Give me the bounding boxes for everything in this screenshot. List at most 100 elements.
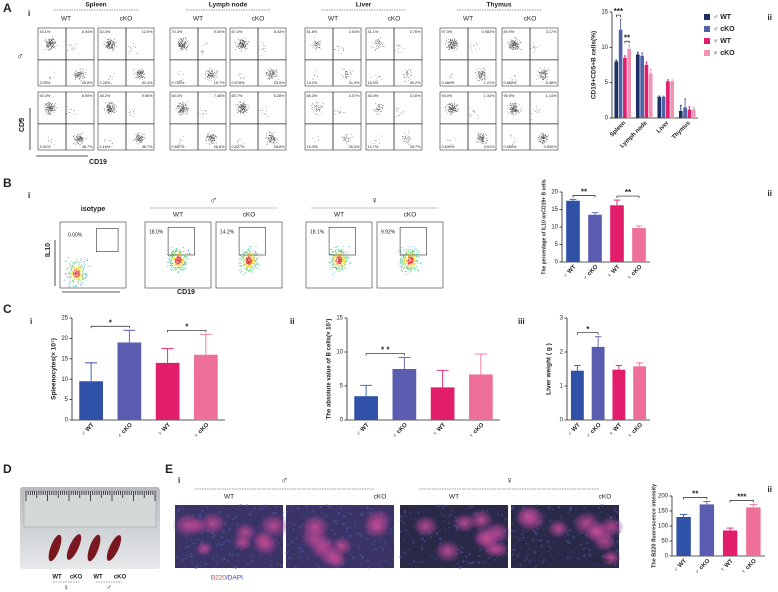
event-dot bbox=[186, 109, 188, 110]
event-dot bbox=[246, 268, 248, 270]
event-dot bbox=[183, 102, 185, 103]
event-dot bbox=[177, 257, 179, 259]
event-dot bbox=[477, 80, 479, 82]
event-dot bbox=[241, 44, 242, 46]
event-dot bbox=[78, 266, 80, 268]
event-dot bbox=[333, 259, 335, 261]
event-dot bbox=[273, 73, 275, 75]
event-dot bbox=[544, 134, 546, 136]
event-dot bbox=[70, 272, 71, 274]
event-dot bbox=[79, 76, 81, 78]
event-dot bbox=[85, 74, 87, 75]
quadrant-pct: 48.2% bbox=[100, 94, 111, 98]
event-dot bbox=[78, 262, 80, 264]
event-dot bbox=[416, 249, 418, 251]
event-dot bbox=[68, 267, 70, 268]
event-dot bbox=[46, 107, 48, 108]
event-dot bbox=[182, 109, 184, 110]
event-dot bbox=[245, 41, 247, 43]
plot-title: isotype bbox=[81, 206, 106, 213]
event-dot bbox=[454, 39, 455, 40]
event-dot bbox=[481, 140, 483, 142]
event-dot bbox=[518, 110, 519, 112]
event-dot bbox=[544, 69, 545, 71]
event-dot bbox=[268, 131, 270, 133]
event-dot bbox=[535, 111, 537, 112]
event-dot bbox=[185, 267, 187, 269]
event-dot bbox=[79, 274, 81, 276]
event-dot bbox=[141, 73, 142, 74]
event-dot bbox=[71, 268, 72, 270]
event-dot bbox=[50, 104, 52, 106]
event-dot bbox=[515, 140, 517, 142]
event-dot bbox=[510, 113, 512, 115]
event-dot bbox=[480, 71, 481, 73]
event-dot bbox=[544, 140, 546, 142]
event-dot bbox=[336, 263, 338, 265]
event-dot bbox=[457, 41, 458, 43]
event-dot bbox=[116, 42, 117, 43]
event-dot bbox=[541, 73, 542, 75]
event-dot bbox=[49, 111, 51, 112]
event-dot bbox=[185, 108, 186, 110]
event-dot bbox=[106, 41, 108, 43]
event-dot bbox=[534, 45, 535, 47]
event-dot bbox=[546, 140, 548, 142]
quadrant-pct: 56.3% bbox=[307, 94, 318, 98]
event-dot bbox=[185, 39, 187, 41]
event-dot bbox=[483, 137, 484, 139]
event-dot bbox=[108, 47, 110, 49]
event-dot bbox=[210, 136, 212, 138]
event-dot bbox=[211, 75, 213, 77]
event-dot bbox=[184, 263, 186, 265]
event-dot bbox=[50, 140, 52, 141]
event-dot bbox=[507, 105, 508, 107]
event-dot bbox=[408, 77, 410, 79]
event-dot bbox=[255, 252, 256, 254]
event-dot bbox=[75, 277, 77, 279]
event-dot bbox=[513, 46, 515, 48]
event-dot bbox=[108, 106, 110, 108]
event-dot bbox=[250, 248, 252, 250]
event-dot bbox=[343, 50, 344, 51]
event-dot bbox=[71, 276, 73, 278]
event-dot bbox=[267, 142, 268, 144]
event-dot bbox=[240, 107, 242, 109]
event-dot bbox=[541, 71, 543, 73]
event-dot bbox=[71, 274, 73, 276]
event-dot bbox=[181, 268, 183, 270]
bar bbox=[661, 96, 666, 118]
event-dot bbox=[48, 38, 50, 40]
event-dot bbox=[66, 113, 68, 114]
event-dot bbox=[78, 272, 80, 274]
event-dot bbox=[239, 100, 241, 102]
event-dot bbox=[136, 139, 137, 141]
event-dot bbox=[482, 139, 483, 141]
event-dot bbox=[68, 282, 70, 284]
event-dot bbox=[113, 41, 115, 43]
event-dot bbox=[243, 45, 245, 47]
event-dot bbox=[244, 46, 246, 48]
event-dot bbox=[75, 274, 77, 276]
event-dot bbox=[446, 139, 448, 141]
event-dot bbox=[111, 109, 113, 111]
event-dot bbox=[181, 47, 183, 49]
event-dot bbox=[45, 43, 47, 45]
event-dot bbox=[143, 73, 145, 74]
event-dot bbox=[72, 136, 74, 137]
event-dot bbox=[273, 70, 274, 72]
event-dot bbox=[213, 77, 215, 79]
event-dot bbox=[240, 265, 242, 267]
event-dot bbox=[249, 265, 251, 267]
event-dot bbox=[247, 260, 249, 262]
event-dot bbox=[49, 106, 50, 108]
event-dot bbox=[180, 140, 182, 142]
event-dot bbox=[69, 280, 71, 282]
event-dot bbox=[48, 78, 50, 79]
event-dot bbox=[239, 43, 240, 45]
event-dot bbox=[448, 82, 450, 83]
event-dot bbox=[45, 110, 47, 112]
event-dot bbox=[344, 260, 346, 262]
event-dot bbox=[179, 253, 181, 255]
event-dot bbox=[513, 44, 515, 46]
